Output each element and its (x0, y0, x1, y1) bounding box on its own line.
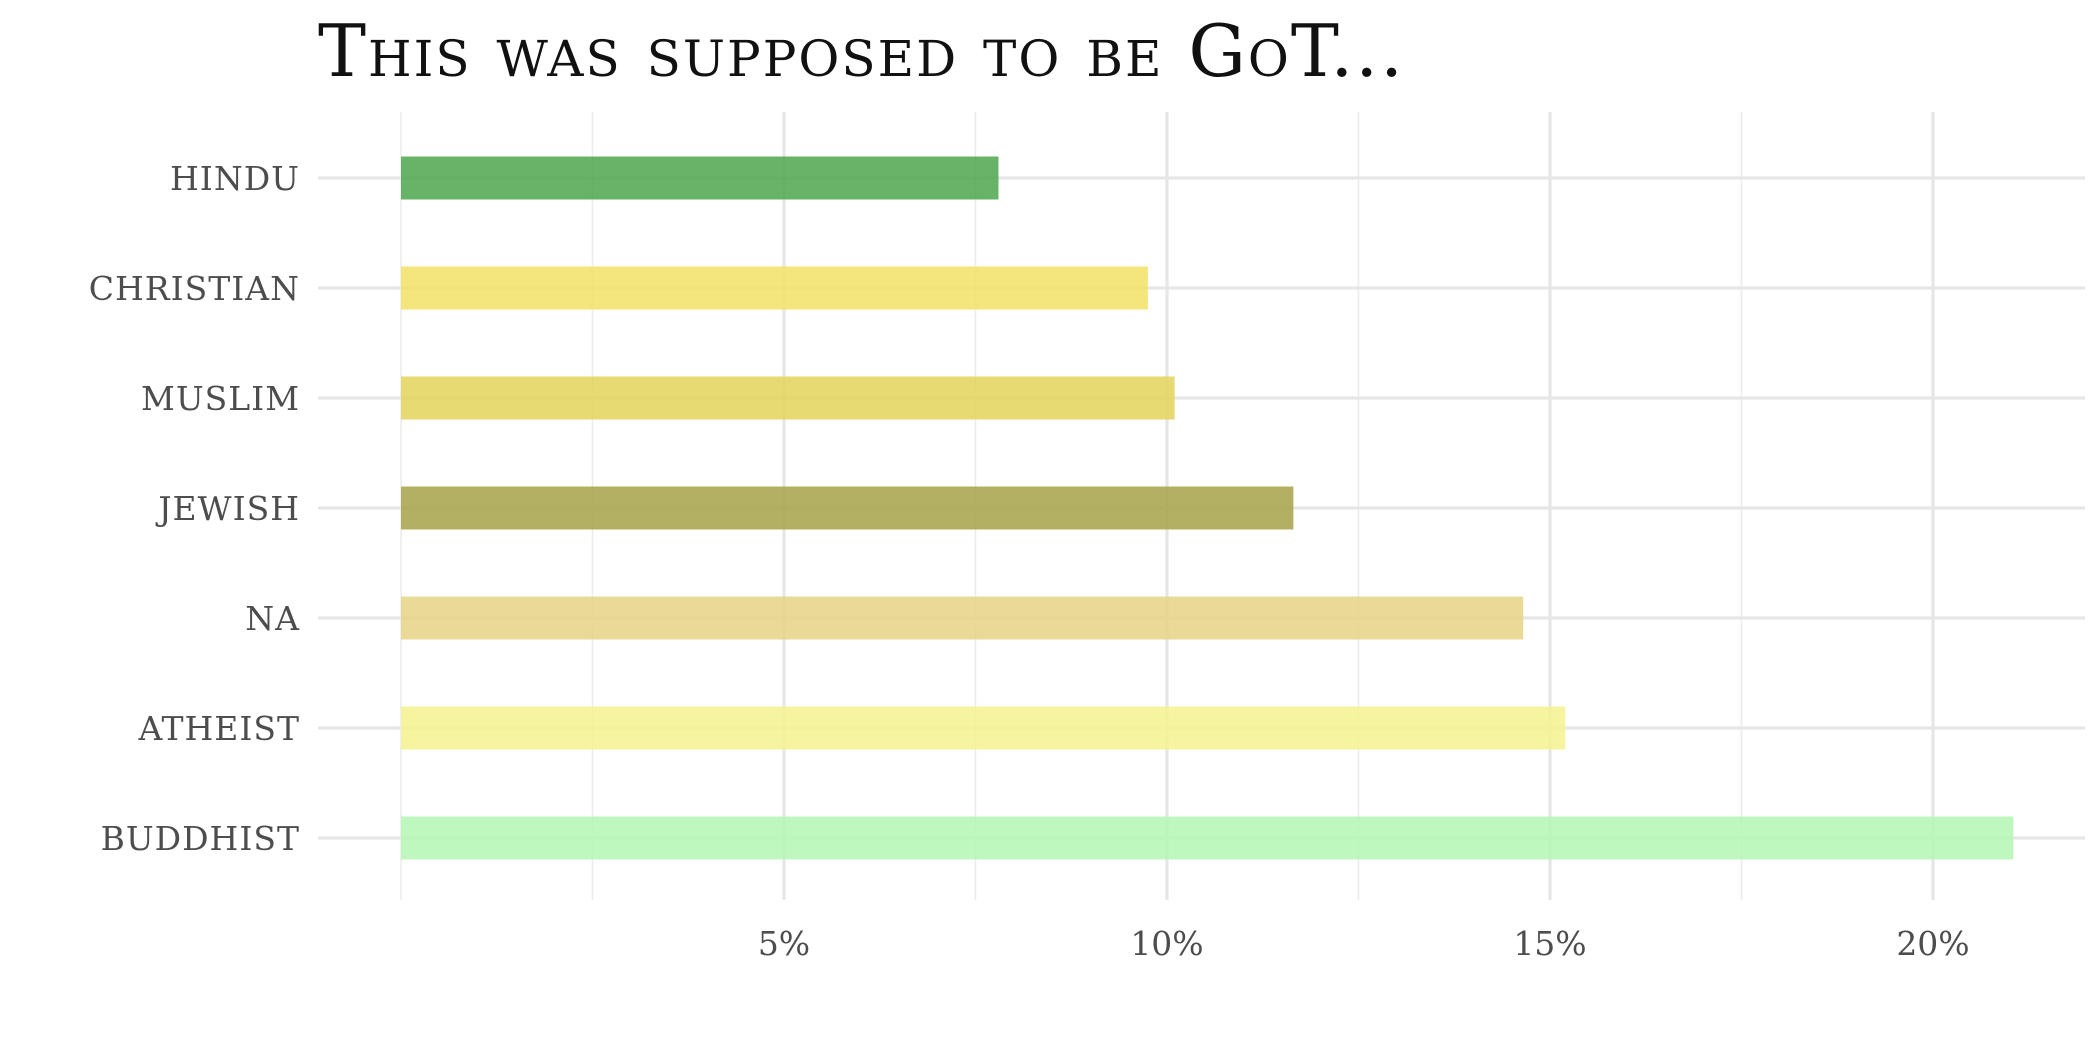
y-tick-label: HINDU (170, 159, 300, 198)
bar-muslim (401, 376, 1175, 420)
bar-christian (401, 266, 1148, 310)
bars-layer (401, 156, 2014, 860)
y-tick-label: CHRISTIAN (89, 269, 300, 308)
x-tick-label: 20% (1896, 924, 1969, 963)
bar-atheist (401, 706, 1566, 750)
y-tick-label: JEWISH (155, 489, 300, 528)
y-tick-label: BUDDHIST (101, 819, 300, 858)
x-tick-label: 5% (758, 924, 810, 963)
bar-buddhist (401, 816, 2014, 860)
y-axis-labels: HINDU CHRISTIAN MUSLIM JEWISH NA ATHEIST BUDDH… (89, 159, 300, 858)
y-tick-label: NA (245, 599, 300, 638)
bar-hindu (401, 156, 999, 200)
y-tick-label: MUSLIM (141, 379, 300, 418)
bar-jewish (401, 486, 1294, 530)
x-tick-label: 15% (1513, 924, 1586, 963)
x-axis-labels: 5% 10% 15% 20% (758, 924, 1970, 963)
y-tick-label: ATHEIST (137, 709, 300, 748)
x-tick-label: 10% (1130, 924, 1203, 963)
chart-title: This was supposed to be GoT... (318, 9, 1405, 93)
bar-na (401, 596, 1524, 640)
